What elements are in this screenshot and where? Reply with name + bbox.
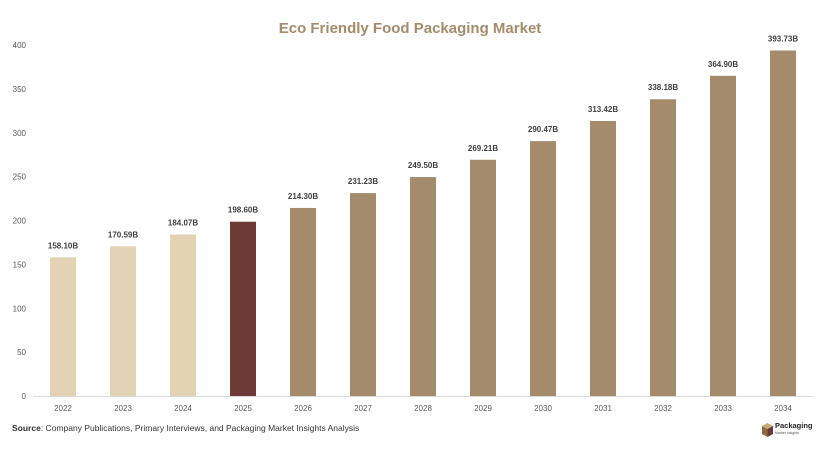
- x-tick-label: 2025: [234, 404, 252, 413]
- brand-logo: Packaging Market Insights: [762, 422, 816, 440]
- x-tick-label: 2028: [414, 404, 432, 413]
- y-tick-label: 100: [13, 304, 27, 313]
- bar: [50, 257, 76, 396]
- chart-title: Eco Friendly Food Packaging Market: [278, 20, 542, 37]
- bar-data-label: 198.60B: [228, 206, 258, 215]
- source-prefix: Source: [12, 423, 41, 433]
- bar-data-label: 170.59B: [108, 230, 138, 239]
- bar: [170, 234, 196, 396]
- bar-data-label: 313.42B: [588, 105, 618, 114]
- x-tick-label: 2023: [114, 404, 132, 413]
- y-tick-label: 0: [22, 392, 27, 401]
- bar-series: 158.10B 170.59B 184.07B 198.60B 214.30B 231.2…: [48, 35, 798, 397]
- bar-data-label: 231.23B: [348, 177, 378, 186]
- x-axis: 2022 2023 2024 2025 2026 2027 2028 2029 2030 2031…: [54, 404, 792, 413]
- y-tick-label: 400: [13, 41, 27, 50]
- bar: [770, 50, 796, 397]
- bar: [650, 99, 676, 397]
- x-tick-label: 2032: [654, 404, 672, 413]
- bar: [470, 159, 496, 396]
- x-tick-label: 2029: [474, 404, 492, 413]
- bar: [230, 221, 256, 396]
- bar-data-label: 269.21B: [468, 144, 498, 153]
- bar: [530, 141, 556, 396]
- logo-subtitle: Market Insights: [775, 431, 799, 435]
- bar-data-label: 249.50B: [408, 161, 438, 170]
- y-axis: 0 50 100 150 200 250 300 350 400: [13, 41, 27, 401]
- bar-data-label: 184.07B: [168, 218, 198, 227]
- source-text: : Company Publications, Primary Intervie…: [40, 423, 360, 433]
- logo-name: Packaging: [775, 421, 813, 430]
- bar-data-label: 393.73B: [768, 35, 798, 44]
- bar-data-label: 338.18B: [648, 83, 678, 92]
- bar: [410, 177, 436, 396]
- bar: [590, 120, 616, 397]
- y-tick-label: 200: [13, 217, 27, 226]
- y-tick-label: 250: [13, 173, 27, 182]
- y-tick-label: 350: [13, 85, 27, 94]
- bar-data-label: 158.10B: [48, 241, 78, 250]
- x-tick-label: 2030: [534, 404, 552, 413]
- bar: [350, 193, 376, 396]
- bar: [290, 207, 316, 396]
- y-tick-label: 150: [13, 260, 27, 269]
- bar: [710, 75, 736, 397]
- x-tick-label: 2033: [714, 404, 732, 413]
- source-note: Source: Company Publications, Primary In…: [12, 423, 359, 433]
- x-tick-label: 2024: [174, 404, 192, 413]
- y-tick-label: 50: [17, 348, 26, 357]
- x-tick-label: 2026: [294, 404, 312, 413]
- x-tick-label: 2022: [54, 404, 72, 413]
- bar-data-label: 290.47B: [528, 125, 558, 134]
- x-tick-label: 2027: [354, 404, 372, 413]
- bar-data-label: 364.90B: [708, 60, 738, 69]
- x-tick-label: 2034: [774, 404, 792, 413]
- bar: [110, 246, 136, 396]
- x-tick-label: 2031: [594, 404, 612, 413]
- bar-data-label: 214.30B: [288, 192, 318, 201]
- y-tick-label: 300: [13, 129, 27, 138]
- box-logo-icon: [762, 423, 773, 437]
